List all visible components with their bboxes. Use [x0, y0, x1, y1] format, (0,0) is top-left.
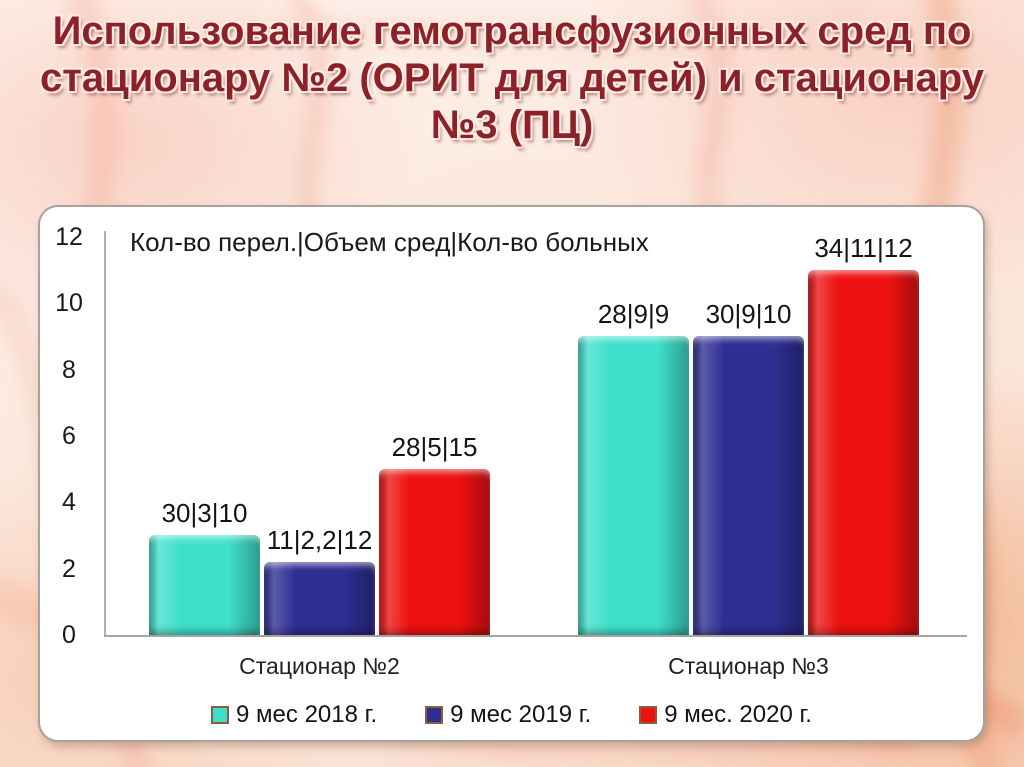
bar-value-label: 11|2,2|12 [266, 525, 373, 555]
bar-group: 30|3|10 11|2,2|12 28|5|15 [149, 237, 490, 635]
bar-slot: 30|3|10 [149, 237, 260, 635]
legend-label: 9 мес 2019 г. [450, 701, 592, 728]
bar-slot: 34|11|12 [808, 233, 919, 635]
bar-slot: 28|5|15 [379, 237, 490, 635]
legend-item: 9 мес 2018 г. [211, 701, 377, 729]
bar-slot: 11|2,2|12 [264, 237, 375, 635]
bar [693, 336, 804, 635]
y-tick-label: 0 [62, 621, 76, 649]
bar [264, 562, 375, 635]
chart-legend: 9 мес 2018 г. 9 мес 2019 г. 9 мес. 2020 г. [40, 701, 983, 729]
category-label: Стационар №2 [239, 653, 400, 679]
legend-label: 9 мес 2018 г. [236, 701, 378, 728]
chart-panel: Кол-во перел.|Объем сред|Кол-во больных … [38, 205, 985, 742]
bar-value-label: 34|11|12 [814, 233, 913, 263]
y-tick-label: 4 [62, 488, 76, 517]
bar-value-label: 28|5|15 [391, 432, 478, 462]
category-label: Стационар №3 [668, 653, 829, 679]
bar-slot: 30|9|10 [693, 237, 804, 635]
bar [149, 535, 260, 635]
bar-value-label: 28|9|9 [597, 299, 670, 329]
bar-slot: 28|9|9 [578, 237, 689, 635]
bar-group: 28|9|9 30|9|10 34|11|12 [578, 233, 919, 635]
y-tick-label: 10 [55, 289, 83, 318]
legend-swatch-icon [211, 706, 230, 724]
bar-value-label: 30|3|10 [161, 498, 248, 528]
chart-annotation: Кол-во перел.|Объем сред|Кол-во больных [130, 227, 649, 257]
slide-title-line2: стационару №2 (ОРИТ для детей) и стацион… [40, 56, 984, 100]
legend-swatch-icon [639, 706, 658, 724]
legend-label: 9 мес. 2020 г. [664, 701, 812, 728]
bar [808, 270, 919, 635]
y-tick-label: 2 [62, 554, 76, 583]
bar [379, 469, 490, 635]
slide-title-line1: Использование гемотрансфузионных сред по [52, 9, 972, 53]
legend-swatch-icon [425, 706, 444, 724]
x-axis-line [104, 635, 967, 637]
slide-title: Использование гемотрансфузионных сред по… [0, 8, 1024, 149]
legend-item: 9 мес. 2020 г. [639, 701, 812, 729]
plot-area: Кол-во перел.|Объем сред|Кол-во больных … [40, 207, 983, 740]
bar-value-label: 30|9|10 [705, 299, 792, 329]
bar [578, 336, 689, 635]
y-tick-label: 12 [55, 223, 83, 251]
y-tick-label: 6 [62, 422, 76, 450]
legend-item: 9 мес 2019 г. [425, 701, 591, 729]
y-tick-label: 8 [62, 355, 76, 384]
slide-title-line3: №3 (ПЦ) [430, 103, 594, 147]
y-axis-line [104, 231, 106, 637]
